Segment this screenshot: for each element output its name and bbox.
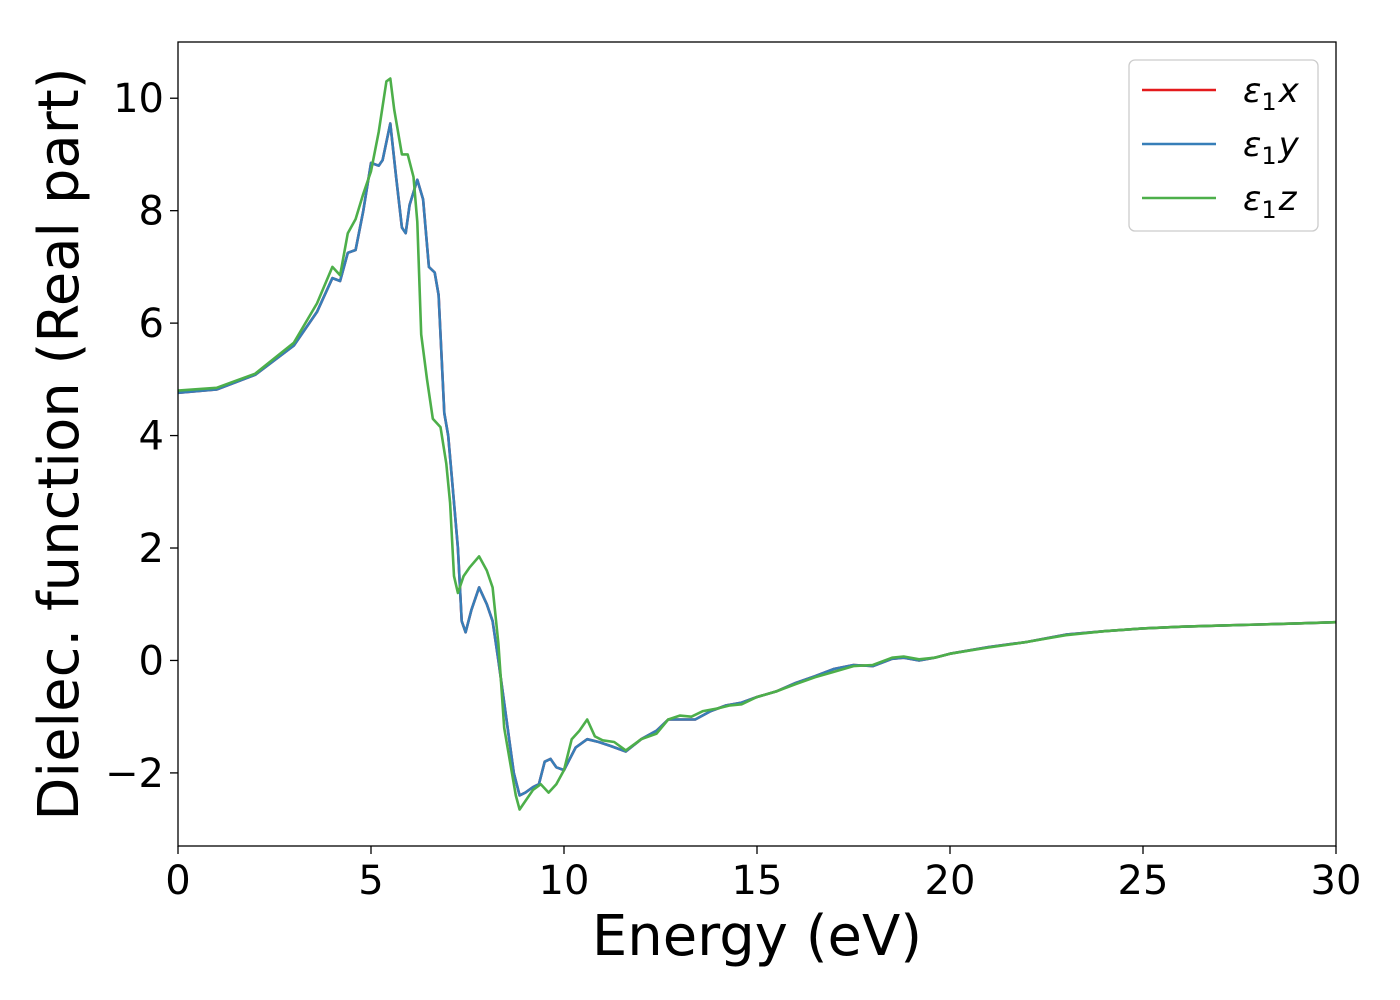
legend-label-y: ε1y	[1243, 125, 1300, 170]
series-layer	[177, 77, 1337, 811]
y-axis-label: Dielec. function (Real part)	[27, 67, 92, 820]
y-tick-label: 2	[139, 526, 164, 572]
x-tick-label: 0	[165, 858, 190, 904]
x-tick-label: 15	[732, 858, 783, 904]
legend-label-x: ε1x	[1243, 71, 1300, 116]
y-axis-ticks: −2 0 2 4 6 8 10	[105, 76, 178, 797]
legend-frame	[1128, 59, 1319, 232]
x-tick-label: 20	[925, 858, 976, 904]
x-tick-label: 10	[539, 858, 590, 904]
x-tick-label: 25	[1118, 858, 1169, 904]
series-line-z	[177, 77, 1337, 811]
x-tick-label: 30	[1311, 858, 1362, 904]
y-tick-label: −2	[105, 751, 164, 797]
y-tick-label: 10	[113, 76, 164, 122]
legend-label-z: ε1z	[1243, 179, 1298, 224]
y-tick-label: 0	[139, 638, 164, 684]
y-tick-label: 8	[139, 189, 164, 235]
x-axis-ticks: 0 5 10 15 20 25 30	[165, 846, 1361, 904]
legend: ε1x ε1y ε1z	[1128, 59, 1319, 232]
x-axis-label: Energy (eV)	[592, 904, 922, 969]
y-tick-label: 4	[139, 414, 164, 460]
x-tick-label: 5	[358, 858, 383, 904]
legend-items: ε1x ε1y ε1z	[1142, 71, 1300, 224]
y-tick-label: 6	[139, 301, 164, 347]
